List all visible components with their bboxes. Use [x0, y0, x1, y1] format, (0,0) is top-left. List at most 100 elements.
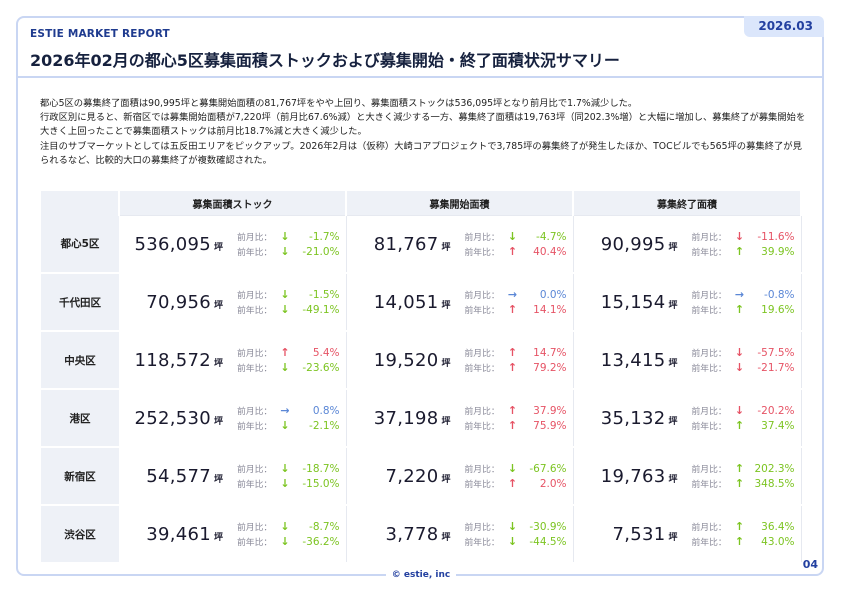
arrow-down-icon: ↓	[280, 535, 290, 548]
mom-change: 前月比： ↓ -1.5%	[237, 287, 340, 302]
arrow-down-icon: ↓	[734, 404, 745, 417]
area-value: 70,956	[146, 291, 211, 313]
mom-change: 前月比： ↓ -4.7%	[465, 229, 567, 244]
area-value: 536,095	[134, 233, 211, 255]
table-corner	[41, 191, 120, 216]
cell-end: 90,995 坪 前月比： ↓ -11.6% 前年比： ↑ 39.9%	[573, 215, 802, 273]
mom-value: 202.3%	[754, 462, 795, 475]
yoy-change: 前年比： ↓ -21.7%	[692, 360, 795, 375]
change-block: 前月比： ↓ -67.6% 前年比： ↑ 2.0%	[465, 461, 567, 491]
title-divider	[18, 76, 822, 78]
mom-label: 前月比：	[464, 465, 500, 475]
arrow-down-icon: ↓	[280, 303, 290, 316]
mom-label: 前月比：	[464, 523, 500, 533]
yoy-label: 前年比：	[691, 306, 727, 316]
change-block: 前月比： ↑ 14.7% 前年比： ↑ 79.2%	[465, 345, 567, 375]
mom-value: 0.8%	[312, 404, 340, 417]
unit-label: 坪	[668, 416, 678, 427]
mom-value: 0.0%	[539, 288, 567, 301]
arrow-right-icon: →	[507, 288, 518, 301]
arrow-down-icon: ↓	[280, 419, 290, 432]
yoy-change: 前年比： ↑ 19.6%	[692, 302, 795, 317]
mom-change: 前月比： ↑ 14.7%	[465, 345, 567, 360]
change-block: 前月比： ↓ -1.5% 前年比： ↓ -49.1%	[237, 287, 340, 317]
area-value: 7,220	[385, 465, 439, 487]
yoy-change: 前年比： ↓ -23.6%	[237, 360, 340, 375]
value-block: 3,778 坪	[357, 523, 450, 545]
mom-value: 36.4%	[761, 520, 795, 533]
unit-label: 坪	[441, 300, 451, 311]
yoy-value: 79.2%	[533, 361, 567, 374]
arrow-down-icon: ↓	[280, 477, 290, 490]
unit-label: 坪	[213, 358, 223, 369]
summary-paragraph: 注目のサブマーケットとしては五反田エリアをピックアップ。2026年2月は（仮称）…	[40, 140, 802, 166]
cell-start: 3,778 坪 前月比： ↓ -30.9% 前年比： ↓ -44.5%	[346, 504, 574, 562]
yoy-value: 19.6%	[761, 303, 795, 316]
area-value: 54,577	[146, 465, 211, 487]
mom-change: 前月比： ↓ -18.7%	[237, 461, 340, 476]
unit-label: 坪	[441, 358, 451, 369]
value-block: 118,572 坪	[129, 350, 223, 371]
arrow-up-icon: ↑	[507, 346, 518, 359]
cell-end: 7,531 坪 前月比： ↑ 36.4% 前年比： ↑ 43.0%	[573, 504, 802, 562]
yoy-change: 前年比： ↑ 40.4%	[465, 244, 567, 259]
yoy-value: 37.4%	[761, 419, 795, 432]
area-value: 90,995	[600, 233, 666, 255]
value-block: 252,530 坪	[129, 408, 223, 429]
yoy-value: 40.4%	[533, 245, 567, 258]
mom-change: 前月比： ↑ 5.4%	[237, 345, 340, 360]
area-label: 都心5区	[41, 215, 119, 273]
mom-change: 前月比： ↓ -67.6%	[465, 461, 567, 476]
page-title: 2026年02月の都心5区募集面積ストックおよび募集開始・終了面積状況サマリー	[30, 51, 620, 70]
change-block: 前月比： ↑ 37.9% 前年比： ↑ 75.9%	[465, 403, 567, 433]
table-row: 港区 252,530 坪前月比： → 0.8% 前年比： ↓ -2.1% 37,198 坪前月比：…	[41, 388, 802, 447]
table-header-row: 募集面積ストック 募集開始面積 募集終了面積	[41, 191, 802, 216]
yoy-label: 前年比：	[237, 538, 273, 548]
yoy-value: 2.0%	[539, 477, 567, 490]
yoy-value: -21.7%	[757, 361, 795, 374]
area-value: 39,461	[146, 523, 211, 545]
cell-start: 19,520 坪 前月比： ↑ 14.7% 前年比： ↑ 79.2%	[346, 330, 574, 389]
column-header-stock: 募集面積ストック	[119, 191, 347, 216]
mom-label: 前月比：	[464, 349, 500, 359]
mom-value: -11.6%	[757, 230, 795, 243]
mom-value: -1.7%	[309, 230, 340, 243]
arrow-up-icon: ↑	[507, 477, 518, 490]
unit-label: 坪	[668, 532, 678, 543]
yoy-change: 前年比： ↑ 37.4%	[692, 418, 795, 433]
arrow-up-icon: ↑	[507, 245, 518, 258]
value-block: 70,956 坪	[129, 292, 223, 313]
mom-value: -4.7%	[536, 230, 567, 243]
yoy-change: 前年比： ↑ 39.9%	[692, 244, 795, 259]
page-number: 04	[802, 558, 818, 571]
cell-stock: 39,461 坪 前月比： ↓ -8.7% 前年比： ↓ -36.2%	[119, 504, 347, 562]
yoy-value: -36.2%	[302, 535, 340, 548]
value-block: 7,220 坪	[357, 465, 451, 487]
area-value: 3,778	[385, 523, 439, 545]
change-block: 前月比： ↓ -8.7% 前年比： ↓ -36.2%	[237, 519, 340, 549]
yoy-value: 39.9%	[761, 245, 795, 258]
area-label: 港区	[41, 388, 119, 447]
yoy-value: 348.5%	[754, 477, 795, 490]
copyright: © estie, inc	[0, 570, 842, 580]
change-block: 前月比： ↓ -11.6% 前年比： ↑ 39.9%	[692, 229, 795, 259]
value-block: 37,198 坪	[357, 408, 451, 429]
arrow-up-icon: ↑	[734, 520, 745, 533]
change-block: 前月比： ↓ -20.2% 前年比： ↑ 37.4%	[692, 403, 795, 433]
summary-paragraph: 都心5区の募集終了面積は90,995坪と募集開始面積の81,767坪をやや上回り…	[40, 98, 638, 109]
arrow-up-icon: ↑	[507, 404, 518, 417]
unit-label: 坪	[441, 474, 451, 485]
mom-label: 前月比：	[237, 407, 273, 417]
mom-label: 前月比：	[237, 233, 273, 243]
mom-change: 前月比： → -0.8%	[692, 287, 795, 302]
yoy-label: 前年比：	[237, 480, 273, 490]
change-block: 前月比： ↑ 202.3% 前年比： ↑ 348.5%	[692, 461, 795, 491]
mom-label: 前月比：	[237, 291, 273, 301]
area-value: 118,572	[134, 349, 211, 371]
yoy-label: 前年比：	[691, 480, 727, 490]
cell-start: 14,051 坪 前月比： → 0.0% 前年比： ↑ 14.1%	[346, 272, 574, 331]
value-block: 54,577 坪	[129, 466, 223, 487]
mom-change: 前月比： ↓ -1.7%	[237, 229, 340, 244]
yoy-change: 前年比： ↓ -44.5%	[465, 534, 567, 549]
mom-change: 前月比： ↑ 36.4%	[692, 519, 795, 534]
